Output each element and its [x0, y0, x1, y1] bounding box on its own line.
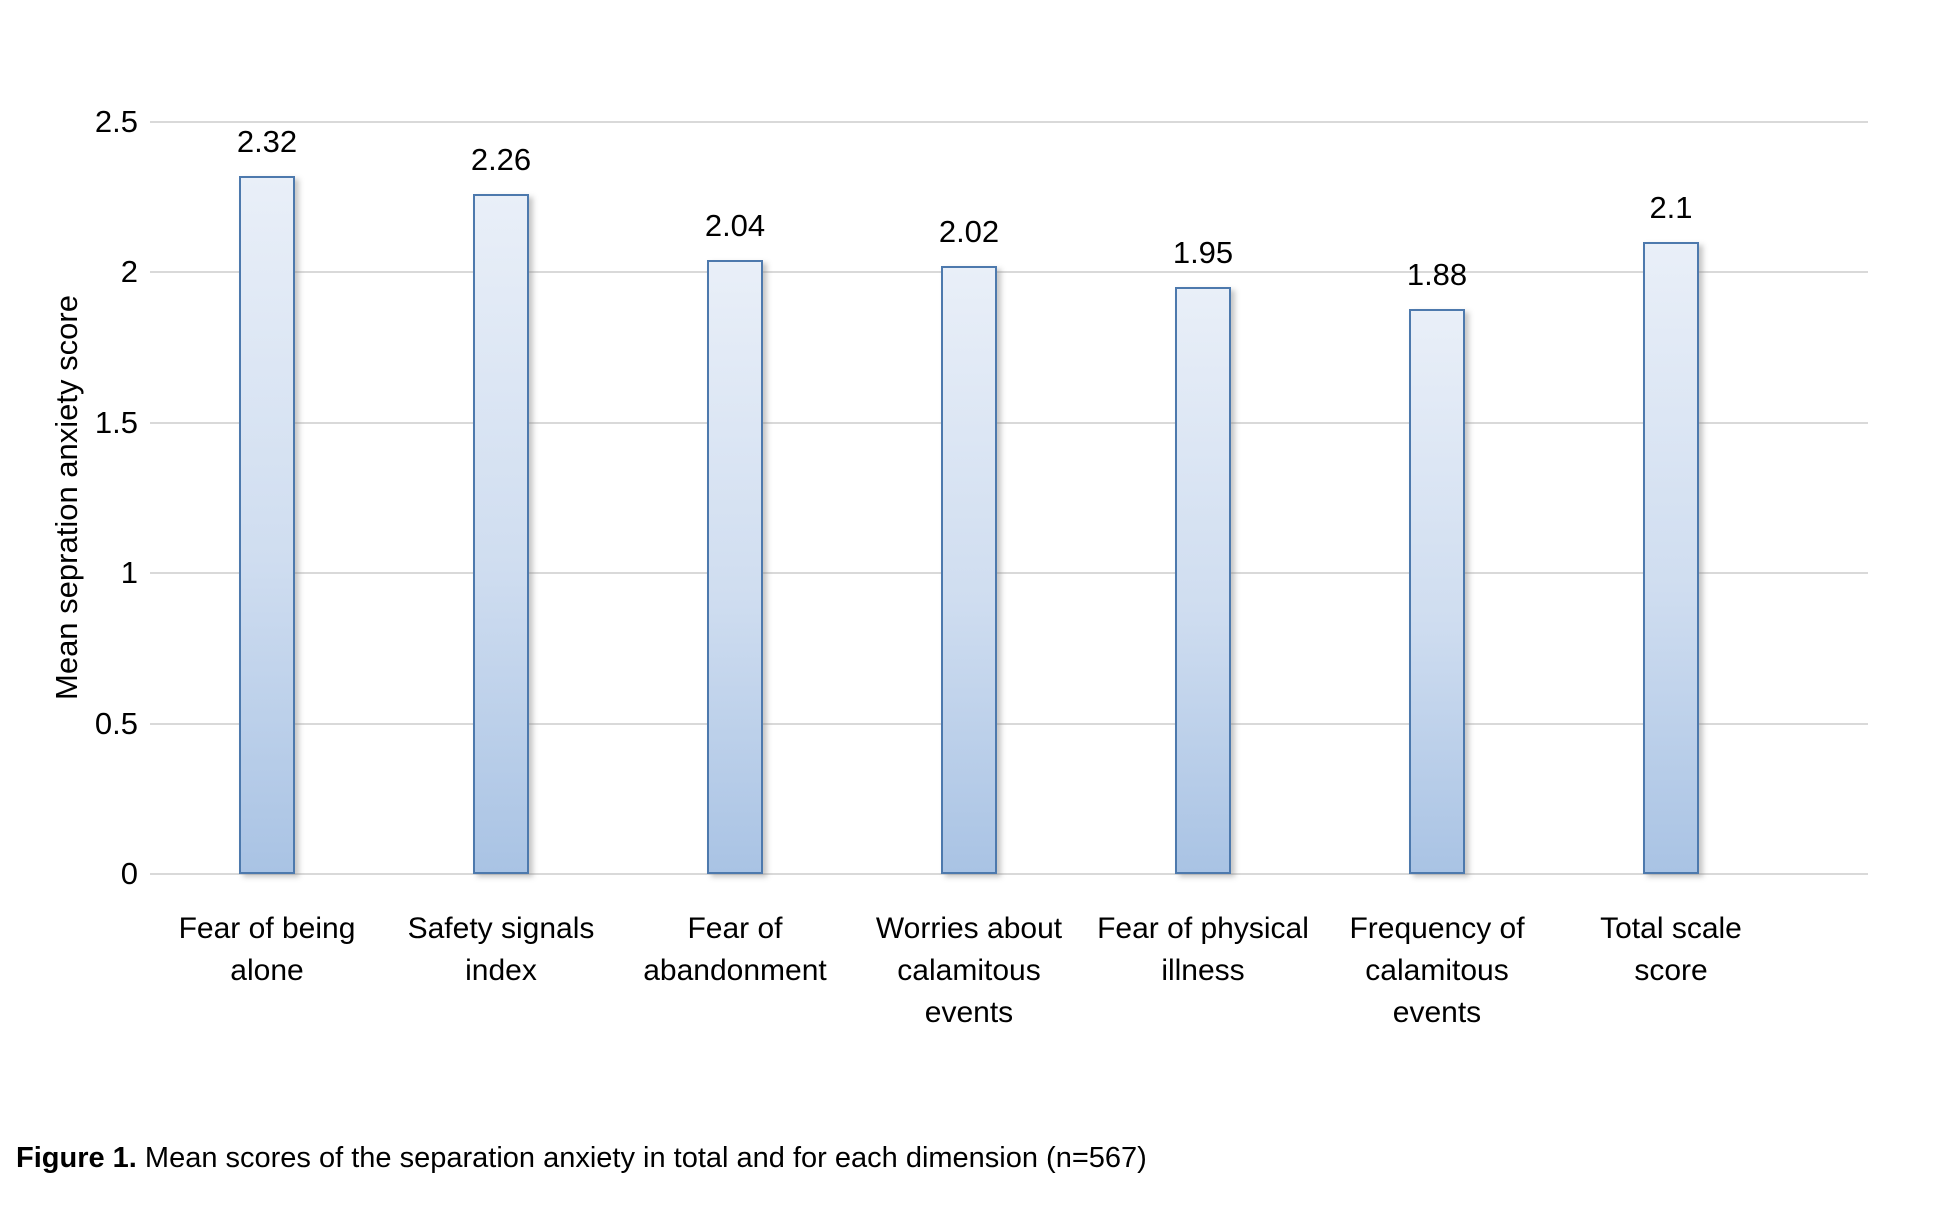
bar [1409, 308, 1465, 874]
bar-slot: 2.32 [150, 122, 384, 874]
gridline [150, 421, 1868, 424]
gridline [150, 873, 1868, 875]
y-axis-title: Mean sepration anxiety score [49, 295, 84, 701]
bar [1175, 287, 1231, 874]
bar-value-label: 2.26 [470, 142, 532, 178]
bar [941, 266, 997, 874]
x-axis-label: Worries about calamitous events [875, 912, 1063, 1029]
bar-slot: 2.02 [852, 122, 1086, 874]
figure-caption-prefix: Figure 1. [16, 1142, 137, 1174]
bar-slot: 2.26 [384, 122, 618, 874]
bar-value-label: 1.88 [1406, 256, 1468, 292]
bar-slot: 2.1 [1554, 122, 1788, 874]
y-axis-tick-label: 1.5 [94, 404, 138, 440]
bar [707, 260, 763, 874]
y-axis-tick-label: 2 [120, 254, 138, 290]
x-axis-label: Safety signals index [407, 912, 595, 987]
figure-caption: Figure 1. Mean scores of the separation … [16, 1142, 1147, 1175]
bar-value-label: 2.32 [236, 124, 298, 160]
bar-value-label: 2.04 [704, 208, 766, 244]
bar [473, 194, 529, 874]
bar-value-label: 1.95 [1172, 235, 1234, 271]
x-axis-label: Fear of physical illness [1097, 912, 1309, 987]
bar [1643, 242, 1699, 874]
x-axis-label: Fear of being alone [178, 912, 356, 987]
x-axis-labels: Fear of being alone Safety signals index F… [150, 908, 1868, 1034]
y-axis-tick-label: 0 [120, 856, 138, 891]
x-axis-label: Total scale score [1600, 912, 1742, 987]
y-axis-tick-label: 0.5 [94, 705, 138, 741]
y-axis-tick-label: 2.5 [94, 104, 138, 139]
gridline [150, 722, 1868, 725]
x-axis-label: Frequency of calamitous events [1349, 912, 1525, 1029]
bar-slot: 1.95 [1086, 122, 1320, 874]
figure-caption-text: Mean scores of the separation anxiety in… [136, 1142, 1147, 1174]
plot-area: 0 0.5 1 1.5 2 2.5 2.32 2.26 2.04 2.02 1.95 1.… [95, 104, 1868, 891]
bars-row: 2.32 2.26 2.04 2.02 1.95 1.88 2.1 [150, 122, 1868, 874]
bar-slot: 1.88 [1320, 122, 1554, 874]
gridline [150, 121, 1868, 123]
y-axis-tick-label: 1 [120, 555, 138, 591]
bar-value-label: 2.1 [1649, 190, 1693, 226]
bar [239, 176, 295, 874]
bar-value-label: 2.02 [938, 214, 1000, 250]
gridline [150, 271, 1868, 274]
gridline [150, 572, 1868, 575]
bar-slot: 2.04 [618, 122, 852, 874]
x-axis-label: Fear of abandonment [643, 912, 827, 987]
